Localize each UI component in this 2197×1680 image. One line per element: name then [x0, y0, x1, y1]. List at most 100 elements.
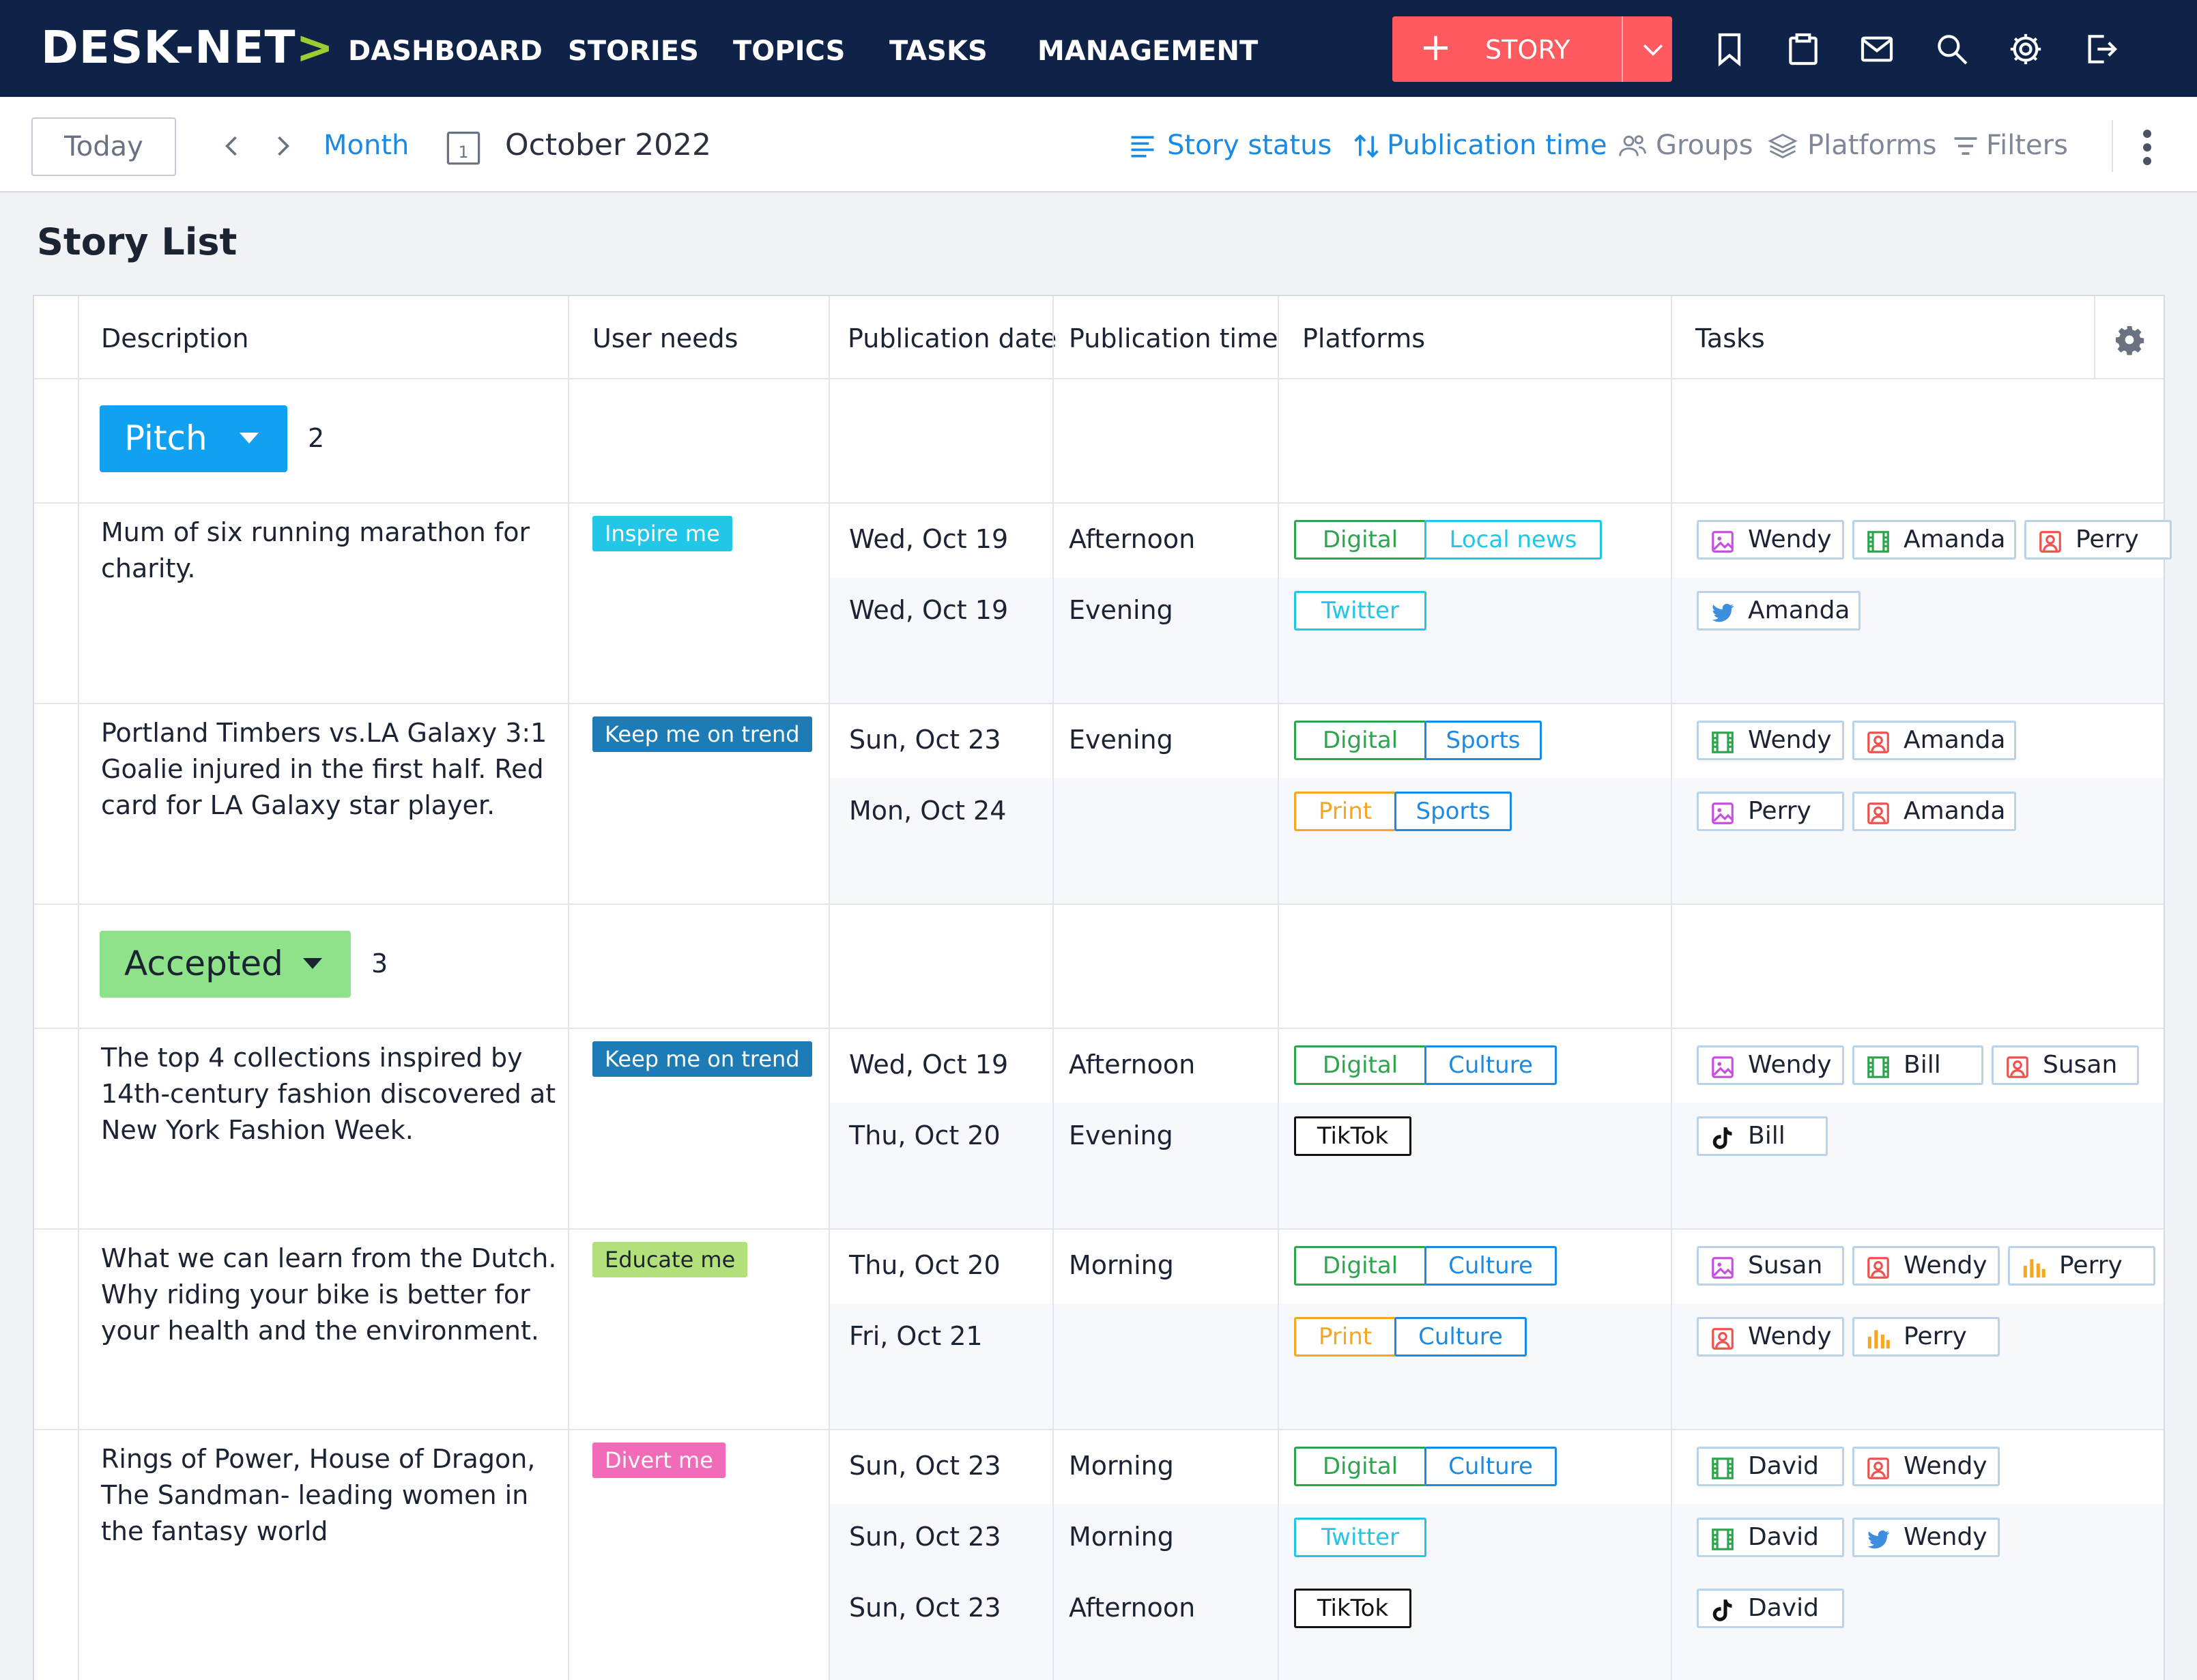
clipboard-icon[interactable]	[1784, 30, 1822, 68]
task-chip[interactable]: Amanda	[1852, 520, 2016, 560]
today-button[interactable]: Today	[31, 117, 176, 176]
header-publication-time[interactable]: Publication time	[1069, 323, 1278, 353]
more-options-icon[interactable]	[2138, 127, 2157, 168]
story-description[interactable]: What we can learn from the Dutch. Why ri…	[101, 1243, 557, 1346]
platform-tag-twitter[interactable]: Twitter	[1294, 1518, 1426, 1557]
publication-date[interactable]: Wed, Oct 19	[849, 595, 1009, 625]
nav-management[interactable]: MANAGEMENT	[1037, 35, 1259, 67]
publication-time-option[interactable]: Publication time	[1351, 128, 1607, 162]
publication-time[interactable]: Afternoon	[1069, 524, 1196, 554]
header-platforms[interactable]: Platforms	[1302, 323, 1426, 353]
platform-tag-culture[interactable]: Culture	[1424, 1246, 1557, 1286]
publication-date[interactable]: Sun, Oct 23	[849, 1522, 1001, 1552]
platform-tag-culture[interactable]: Culture	[1424, 1447, 1557, 1486]
chevron-left-icon[interactable]	[217, 131, 247, 161]
column-settings-icon[interactable]	[2113, 323, 2146, 356]
task-chip[interactable]: Bill	[1852, 1045, 1983, 1085]
publication-time[interactable]: Afternoon	[1069, 1593, 1196, 1623]
task-chip[interactable]: Susan	[1697, 1246, 1844, 1286]
publication-date[interactable]: Sun, Oct 23	[849, 1593, 1001, 1623]
platform-tag-tiktok[interactable]: TikTok	[1294, 1589, 1411, 1628]
publication-date[interactable]: Sun, Oct 23	[849, 1451, 1001, 1481]
publication-time[interactable]: Morning	[1069, 1250, 1174, 1280]
chevron-right-icon[interactable]	[268, 131, 298, 161]
filters-option[interactable]: Filters	[1951, 128, 2068, 162]
logout-icon[interactable]	[2082, 30, 2120, 68]
task-chip[interactable]: Wendy	[1697, 520, 1844, 560]
task-chip[interactable]: Wendy	[1697, 1317, 1844, 1357]
publication-time[interactable]: Afternoon	[1069, 1049, 1196, 1080]
nav-dashboard[interactable]: DASHBOARD	[348, 35, 543, 67]
publication-date[interactable]: Mon, Oct 24	[849, 796, 1007, 826]
task-chip[interactable]: Wendy	[1852, 1518, 2000, 1557]
platform-tag-digital[interactable]: Digital	[1294, 1246, 1426, 1286]
story-status-option[interactable]: Story status	[1128, 128, 1332, 162]
publication-time[interactable]: Evening	[1069, 725, 1173, 755]
header-tasks[interactable]: Tasks	[1695, 323, 1765, 353]
task-chip[interactable]: Amanda	[1852, 792, 2016, 831]
platform-tag-digital[interactable]: Digital	[1294, 721, 1426, 760]
platform-tag-digital[interactable]: Digital	[1294, 1045, 1426, 1085]
platform-tag-print[interactable]: Print	[1294, 1317, 1396, 1357]
status-group-accepted-button[interactable]: Accepted	[100, 931, 351, 998]
publication-time[interactable]: Morning	[1069, 1451, 1174, 1481]
nav-stories[interactable]: STORIES	[568, 35, 699, 67]
publication-date[interactable]: Sun, Oct 23	[849, 725, 1001, 755]
calendar-icon[interactable]: 1	[445, 128, 482, 166]
header-user-needs[interactable]: User needs	[592, 323, 738, 353]
story-description[interactable]: The top 4 collections inspired by 14th-c…	[101, 1043, 556, 1145]
groups-option[interactable]: Groups	[1618, 128, 1753, 162]
task-chip[interactable]: Wendy	[1852, 1246, 2000, 1286]
desk-net-logo[interactable]: DESK-NET>	[41, 20, 334, 75]
view-month-link[interactable]: Month	[324, 130, 410, 161]
bookmark-icon[interactable]	[1710, 30, 1749, 68]
task-chip[interactable]: Wendy	[1697, 721, 1844, 760]
publication-time[interactable]: Morning	[1069, 1522, 1174, 1552]
story-description[interactable]: Portland Timbers vs.LA Galaxy 3:1 Goalie…	[101, 718, 547, 820]
publication-date[interactable]: Wed, Oct 19	[849, 1049, 1009, 1080]
story-description[interactable]: Mum of six running marathon for charity.	[101, 517, 530, 583]
platform-tag-culture[interactable]: Culture	[1424, 1045, 1557, 1085]
status-group-pitch-button[interactable]: Pitch	[100, 405, 287, 472]
platforms-option[interactable]: Platforms	[1768, 128, 1937, 162]
task-chip[interactable]: Amanda	[1852, 721, 2016, 760]
search-icon[interactable]	[1933, 30, 1971, 68]
chevron-down-icon[interactable]	[1638, 34, 1668, 64]
publication-time[interactable]: Evening	[1069, 595, 1173, 625]
header-publication-date[interactable]: Publication date	[848, 323, 1057, 353]
task-chip[interactable]: Perry	[2024, 520, 2172, 560]
task-chip[interactable]: Wendy	[1852, 1447, 2000, 1486]
platform-tag-sports[interactable]: Sports	[1394, 792, 1512, 831]
platform-tag-digital[interactable]: Digital	[1294, 1447, 1426, 1486]
header-description[interactable]: Description	[101, 323, 249, 353]
story-divider	[34, 1429, 2164, 1430]
task-chip[interactable]: Bill	[1697, 1116, 1828, 1156]
platform-tag-sports[interactable]: Sports	[1424, 721, 1542, 760]
publication-date[interactable]: Wed, Oct 19	[849, 524, 1009, 554]
task-chip[interactable]: Susan	[1992, 1045, 2139, 1085]
gear-icon[interactable]	[2007, 30, 2045, 68]
task-chip[interactable]: Perry	[1852, 1317, 2000, 1357]
nav-tasks[interactable]: TASKS	[889, 35, 988, 67]
publication-date[interactable]: Thu, Oct 20	[849, 1120, 1001, 1150]
task-chip[interactable]: Amanda	[1697, 591, 1861, 631]
task-chip[interactable]: Perry	[2008, 1246, 2155, 1286]
platform-tag-local-news[interactable]: Local news	[1424, 520, 1602, 560]
platform-tag-digital[interactable]: Digital	[1294, 520, 1426, 560]
nav-topics[interactable]: TOPICS	[733, 35, 846, 67]
platform-tag-culture[interactable]: Culture	[1394, 1317, 1527, 1357]
platform-tag-print[interactable]: Print	[1294, 792, 1396, 831]
story-description[interactable]: Rings of Power, House of Dragon, The San…	[101, 1444, 536, 1546]
publication-date[interactable]: Thu, Oct 20	[849, 1250, 1001, 1280]
platform-tag-twitter[interactable]: Twitter	[1294, 591, 1426, 631]
platform-tag-tiktok[interactable]: TikTok	[1294, 1116, 1411, 1156]
publication-time[interactable]: Evening	[1069, 1120, 1173, 1150]
publication-date[interactable]: Fri, Oct 21	[849, 1321, 983, 1351]
task-chip[interactable]: David	[1697, 1518, 1844, 1557]
task-chip[interactable]: David	[1697, 1447, 1844, 1486]
task-chip[interactable]: David	[1697, 1589, 1844, 1628]
mail-icon[interactable]	[1858, 30, 1896, 68]
task-chip[interactable]: Perry	[1697, 792, 1844, 831]
task-chip[interactable]: Wendy	[1697, 1045, 1844, 1085]
new-story-button[interactable]: + STORY	[1392, 16, 1672, 82]
